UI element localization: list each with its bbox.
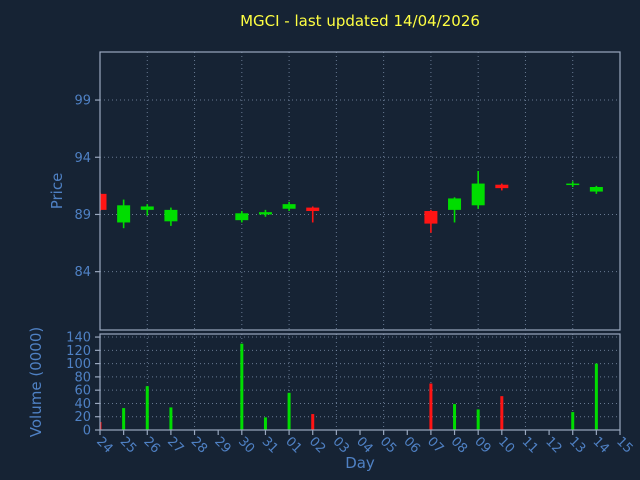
candle-body-30 xyxy=(235,213,249,221)
day-tick-label: 31 xyxy=(259,434,281,456)
volume-bar-07 xyxy=(429,383,433,430)
price-tick-label: 94 xyxy=(74,151,91,166)
candle-body-10 xyxy=(495,184,509,189)
candle-body-09 xyxy=(471,183,485,206)
volume-axis-label: Volume (0000) xyxy=(27,326,45,438)
candle-body-01 xyxy=(282,204,296,209)
volume-tick-label: 120 xyxy=(66,344,91,359)
day-tick-label: 24 xyxy=(93,434,115,456)
day-tick-label: 28 xyxy=(188,434,210,456)
volume-bar-10 xyxy=(500,396,504,430)
candles-layer xyxy=(100,170,603,233)
panel-frame xyxy=(99,51,621,331)
volume-tick-label: 100 xyxy=(66,357,91,372)
day-tick-label: 14 xyxy=(590,434,612,456)
price-tick-label: 99 xyxy=(74,94,91,109)
price-tick-label: 84 xyxy=(74,265,91,280)
volume-bar-13 xyxy=(571,412,575,430)
candle-body-25 xyxy=(117,205,131,223)
x-axis-label: Day xyxy=(345,454,375,472)
volume-tick-label: 80 xyxy=(74,370,91,385)
volume-bar-02 xyxy=(311,414,315,430)
volume-tick-label: 60 xyxy=(74,384,91,399)
volume-bar-08 xyxy=(453,404,457,430)
volume-tick-label: 140 xyxy=(66,331,91,346)
day-tick-label: 09 xyxy=(471,434,493,456)
day-tick-label: 08 xyxy=(448,434,470,456)
volume-bar-26 xyxy=(145,386,149,430)
candle-body-27 xyxy=(164,209,178,222)
chart-title: MGCI - last updated 14/04/2026 xyxy=(240,12,480,30)
volume-bar-01 xyxy=(287,392,291,430)
day-tick-label: 02 xyxy=(306,434,328,456)
candle-body-31 xyxy=(258,212,272,215)
volume-tick-label: 20 xyxy=(74,410,91,425)
day-tick-label: 10 xyxy=(495,434,517,456)
volume-bar-25 xyxy=(122,408,126,430)
volume-bar-24 xyxy=(100,422,102,430)
candle-body-07 xyxy=(424,211,438,224)
price-axis-label: Price xyxy=(48,172,66,210)
day-tick-label: 15 xyxy=(613,434,635,456)
volume-bar-31 xyxy=(263,417,267,430)
day-tick-label: 05 xyxy=(377,434,399,456)
volume-bar-30 xyxy=(240,343,244,430)
day-tick-label: 07 xyxy=(424,434,446,456)
candle-body-13 xyxy=(566,183,580,186)
volume-tick-label: 0 xyxy=(83,424,91,439)
day-tick-label: 25 xyxy=(117,434,139,456)
day-tick-label: 11 xyxy=(519,434,541,456)
day-tick-label: 06 xyxy=(400,434,422,456)
candle-body-02 xyxy=(306,207,320,212)
volume-bar-27 xyxy=(169,407,173,430)
day-tick-label: 26 xyxy=(140,434,162,456)
day-tick-label: 13 xyxy=(566,434,588,456)
day-tick-label: 30 xyxy=(235,434,257,456)
day-tick-label: 29 xyxy=(211,434,233,456)
candle-body-14 xyxy=(589,186,603,192)
candle-body-24 xyxy=(100,193,107,210)
panel-frame xyxy=(99,333,621,431)
volume-bar-09 xyxy=(476,409,480,430)
candle-body-08 xyxy=(448,198,462,210)
volume-bar-14 xyxy=(594,363,598,430)
volume-tick-label: 40 xyxy=(74,397,91,412)
volume-layer xyxy=(100,343,598,430)
candle-body-26 xyxy=(140,206,154,210)
day-tick-label: 27 xyxy=(164,434,186,456)
price-tick-label: 89 xyxy=(74,208,91,223)
day-tick-label: 12 xyxy=(542,434,564,456)
day-tick-label: 01 xyxy=(282,434,304,456)
